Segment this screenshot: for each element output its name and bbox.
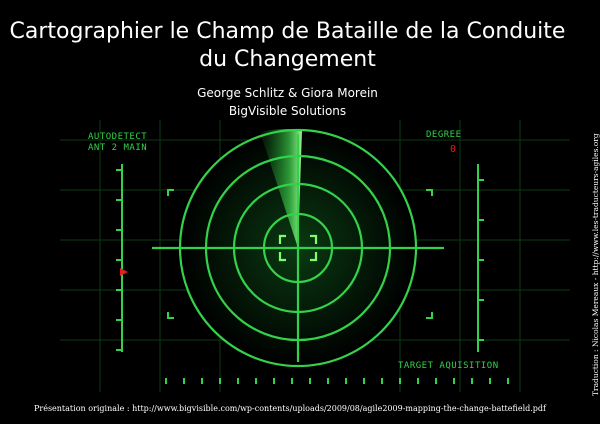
translation-credit: Traduction : Nicolas Mereaux - http://ww…	[591, 133, 600, 396]
title-line-1: Cartographier le Champ de Bataille de la…	[9, 19, 566, 44]
authors: George Schlitz & Giora Morein	[197, 86, 378, 100]
radar-graphic	[60, 120, 570, 392]
slide-title: Cartographier le Champ de Bataille de la…	[0, 18, 575, 74]
ant-text: ANT 2 MAIN	[88, 143, 148, 153]
radar-sweep	[260, 128, 302, 248]
target-acquisition-label: TARGET AQUISITION	[398, 361, 499, 371]
degree-value: 0	[450, 144, 457, 155]
crosshair	[152, 134, 444, 362]
corner-brackets	[167, 189, 433, 319]
footer-source: Présentation originale : http://www.bigv…	[34, 404, 546, 413]
company: BigVisible Solutions	[228, 104, 347, 118]
degree-label: DEGREE	[426, 130, 462, 140]
autodetect-text: AUTODETECT	[88, 132, 148, 142]
target-box	[278, 234, 318, 262]
bottom-scale	[165, 378, 509, 384]
right-scale	[477, 164, 484, 352]
title-line-2: du Changement	[199, 47, 376, 72]
red-marker	[120, 268, 128, 276]
left-scale	[116, 164, 123, 352]
hud-autodetect-label: AUTODETECT ANT 2 MAIN	[88, 132, 178, 154]
